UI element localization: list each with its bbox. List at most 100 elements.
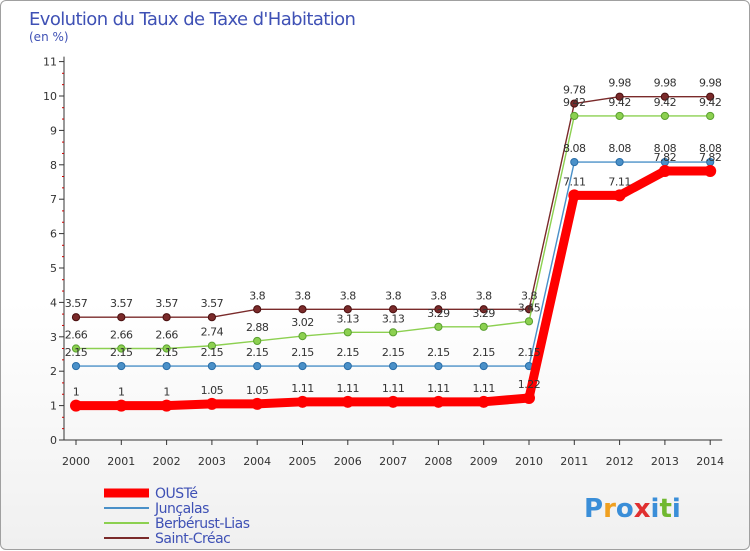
logo-letter: i bbox=[651, 494, 660, 524]
data-label: 2.15 bbox=[110, 346, 133, 359]
data-label: 3.8 bbox=[249, 289, 265, 302]
data-label: 8.08 bbox=[654, 142, 677, 155]
data-point bbox=[389, 361, 398, 371]
data-label: 1 bbox=[118, 386, 125, 399]
data-label: 9.78 bbox=[563, 84, 586, 97]
data-label: 2.15 bbox=[518, 346, 541, 359]
data-point bbox=[479, 305, 488, 314]
data-point bbox=[615, 157, 624, 167]
data-label: 3.8 bbox=[385, 289, 401, 302]
data-point bbox=[117, 361, 126, 371]
data-label: 2.15 bbox=[246, 346, 269, 359]
data-point bbox=[253, 361, 262, 371]
logo-letter: t bbox=[659, 494, 671, 524]
x-tick-label: 2011 bbox=[560, 455, 588, 468]
data-point bbox=[658, 164, 671, 177]
data-point bbox=[253, 336, 262, 346]
x-tick-label: 2006 bbox=[334, 455, 362, 468]
data-label: 9.42 bbox=[699, 96, 722, 109]
chart-subtitle: (en %) bbox=[29, 30, 69, 44]
data-label: 9.98 bbox=[654, 77, 677, 90]
x-tick-label: 2002 bbox=[153, 455, 181, 468]
data-label: 7.82 bbox=[654, 151, 677, 164]
data-labels: 1 1 1 1.05 1.05 1.11 1.11 1.11 1.11 1.11 1.22 7.11 7… bbox=[65, 77, 723, 399]
data-label: 3.57 bbox=[201, 297, 224, 310]
data-point bbox=[205, 397, 218, 410]
data-label: 2.15 bbox=[427, 346, 450, 359]
data-label: 1.11 bbox=[382, 382, 405, 395]
y-tick-label: 11 bbox=[43, 56, 57, 69]
data-label: 3.45 bbox=[518, 301, 541, 314]
data-label: 2.15 bbox=[155, 346, 178, 359]
data-label: 3.29 bbox=[427, 307, 450, 320]
x-tick-label: 2014 bbox=[696, 455, 724, 468]
data-point bbox=[253, 305, 262, 314]
x-tick-label: 2007 bbox=[379, 455, 407, 468]
data-point bbox=[71, 313, 81, 322]
logo-letter: r bbox=[603, 494, 616, 524]
data-label: 2.66 bbox=[110, 328, 133, 341]
x-tick-label: 2013 bbox=[651, 455, 679, 468]
logo-letter: o bbox=[616, 494, 634, 524]
data-point bbox=[434, 361, 443, 371]
data-point bbox=[523, 392, 535, 405]
y-tick-label: 8 bbox=[50, 159, 57, 172]
data-point bbox=[615, 111, 624, 121]
data-label: 2.15 bbox=[337, 346, 360, 359]
x-tick-label: 2005 bbox=[289, 455, 317, 468]
logo-letter: x bbox=[634, 494, 651, 524]
x-tick-label: 2001 bbox=[107, 455, 135, 468]
y-tick-label: 6 bbox=[50, 228, 57, 241]
y-tick-label: 0 bbox=[50, 434, 57, 447]
data-point bbox=[343, 361, 352, 371]
y-tick-label: 7 bbox=[50, 193, 57, 206]
data-point bbox=[477, 395, 490, 408]
y-tick-label: 3 bbox=[50, 331, 57, 344]
y-tick-label: 1 bbox=[50, 400, 57, 413]
data-point bbox=[343, 328, 352, 337]
data-label: 2.15 bbox=[472, 346, 495, 359]
data-label: 9.42 bbox=[654, 96, 677, 109]
data-label: 2.88 bbox=[246, 321, 269, 334]
legend-label: OUSTé bbox=[155, 486, 197, 502]
series-line-3 bbox=[75, 95, 711, 318]
data-point bbox=[570, 157, 579, 167]
data-point bbox=[568, 189, 581, 202]
data-point bbox=[71, 361, 81, 371]
data-label: 1.11 bbox=[337, 382, 360, 395]
data-label: 3.8 bbox=[295, 289, 311, 302]
data-point bbox=[296, 395, 309, 408]
data-point bbox=[343, 305, 352, 314]
logo-text: Proxiti bbox=[584, 494, 681, 524]
data-point bbox=[387, 395, 400, 408]
x-tick-label: 2000 bbox=[62, 455, 90, 468]
data-label: 7.11 bbox=[563, 175, 586, 188]
data-label: 1.11 bbox=[472, 382, 495, 395]
data-point bbox=[434, 305, 443, 314]
data-label: 1.22 bbox=[518, 378, 541, 391]
data-label: 3.8 bbox=[521, 289, 537, 302]
data-label: 8.08 bbox=[608, 142, 631, 155]
data-point bbox=[207, 361, 216, 371]
data-label: 1.11 bbox=[291, 382, 314, 395]
data-label: 3.57 bbox=[155, 297, 178, 310]
data-point bbox=[434, 322, 443, 331]
x-tick-label: 2010 bbox=[515, 455, 543, 468]
data-point bbox=[570, 99, 579, 108]
data-label: 1 bbox=[73, 386, 80, 399]
data-label: 8.08 bbox=[563, 142, 586, 155]
data-label: 3.8 bbox=[430, 289, 446, 302]
x-tick-label: 2003 bbox=[198, 455, 226, 468]
data-point bbox=[660, 111, 670, 121]
data-point bbox=[162, 361, 171, 371]
data-label: 9.98 bbox=[699, 77, 722, 90]
data-label: 1.05 bbox=[246, 384, 269, 397]
data-label: 2.74 bbox=[201, 326, 224, 339]
x-tick-label: 2012 bbox=[606, 455, 634, 468]
data-point bbox=[615, 92, 624, 101]
y-tick-label: 9 bbox=[50, 124, 57, 137]
y-tick-label: 4 bbox=[50, 296, 57, 309]
data-point bbox=[479, 361, 488, 371]
y-tick-label: 10 bbox=[43, 90, 57, 103]
